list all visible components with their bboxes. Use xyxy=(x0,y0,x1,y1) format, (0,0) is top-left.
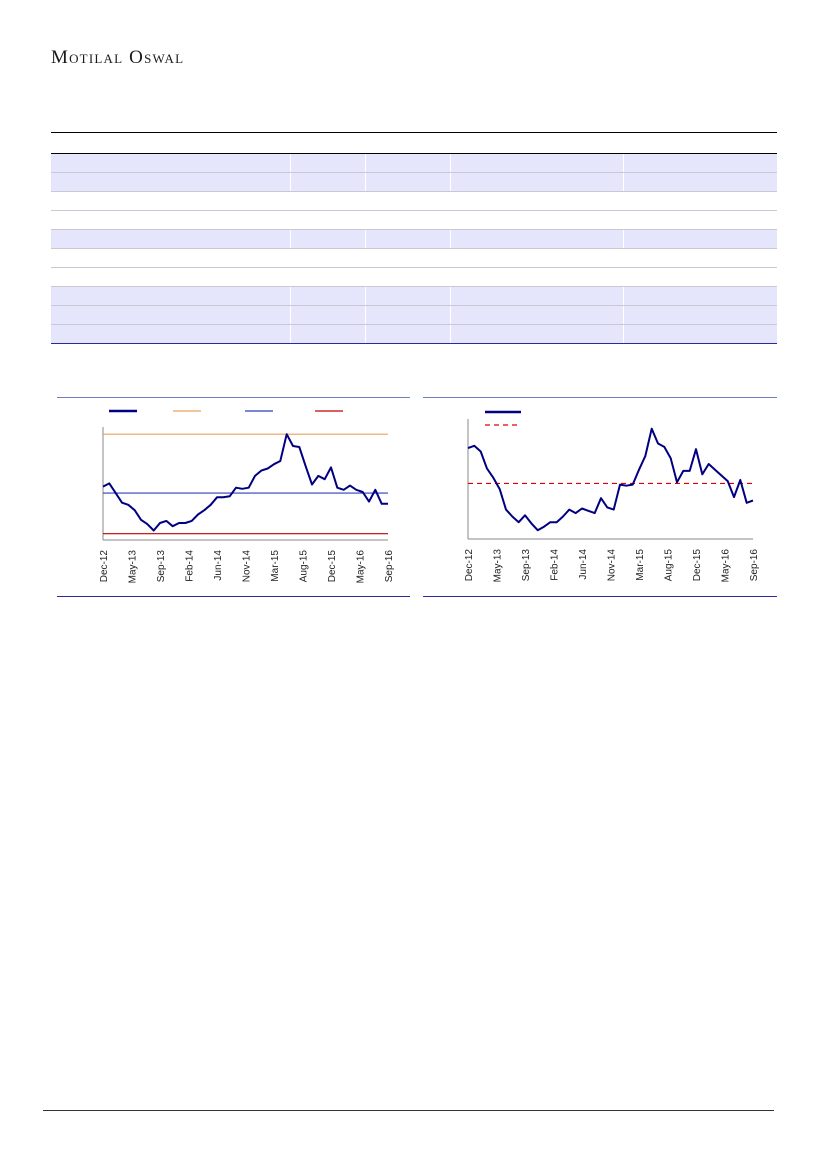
column-separator xyxy=(623,133,624,153)
column-separator xyxy=(450,133,451,153)
x-tick-label: Aug-15 xyxy=(299,550,310,583)
x-tick-label: Sep-16 xyxy=(749,549,760,582)
column-separator xyxy=(365,192,366,210)
chart-left: Dec-12 May-13 Sep-13 Feb-14 Jun-14 Nov-14 Mar-… xyxy=(99,409,395,584)
chart-panel-left: Dec-12 May-13 Sep-13 Feb-14 Jun-14 Nov-14 Mar-… xyxy=(57,397,410,597)
table-row xyxy=(51,325,777,344)
chart-top-rule xyxy=(423,397,777,398)
table-row xyxy=(51,173,777,192)
column-separator xyxy=(290,154,291,172)
column-separator xyxy=(450,173,451,191)
column-separator xyxy=(450,306,451,324)
table-row xyxy=(51,154,777,173)
column-separator xyxy=(623,211,624,229)
column-separator xyxy=(450,268,451,286)
column-separator xyxy=(365,287,366,305)
x-tick-label: May-16 xyxy=(356,550,367,584)
column-separator xyxy=(290,325,291,343)
x-tick-label: May-13 xyxy=(493,549,504,583)
column-separator xyxy=(623,230,624,248)
table-row xyxy=(51,306,777,325)
column-separator xyxy=(365,306,366,324)
column-separator xyxy=(365,154,366,172)
x-tick-label: Jun-14 xyxy=(213,550,224,581)
x-tick-label: Aug-15 xyxy=(664,549,675,582)
column-separator xyxy=(450,287,451,305)
chart-right: Dec-12 May-13 Sep-13 Feb-14 Jun-14 Nov-14 Mar-… xyxy=(464,410,760,583)
table-top-rule xyxy=(51,132,777,133)
column-separator xyxy=(623,268,624,286)
column-separator xyxy=(450,154,451,172)
column-separator xyxy=(290,230,291,248)
column-separator xyxy=(365,249,366,267)
column-separator xyxy=(290,133,291,153)
chart-bottom-rule xyxy=(423,596,777,597)
column-separator xyxy=(623,249,624,267)
column-separator xyxy=(365,133,366,153)
column-separator xyxy=(290,249,291,267)
chart-bottom-rule xyxy=(57,596,410,597)
column-separator xyxy=(450,230,451,248)
x-tick-label: May-13 xyxy=(128,550,139,584)
column-separator xyxy=(623,173,624,191)
x-tick-label: Dec-15 xyxy=(327,550,338,583)
column-separator xyxy=(290,287,291,305)
table-row xyxy=(51,192,777,211)
x-tick-label: Dec-15 xyxy=(692,549,703,582)
table-row xyxy=(51,230,777,249)
series-line xyxy=(102,433,388,532)
column-separator xyxy=(365,230,366,248)
column-separator xyxy=(290,306,291,324)
column-separator xyxy=(623,192,624,210)
column-separator xyxy=(450,249,451,267)
chart-top-rule xyxy=(57,397,410,398)
x-tick-label: Feb-14 xyxy=(185,550,196,582)
x-tick-label: May-16 xyxy=(721,549,732,583)
x-tick-label: Feb-14 xyxy=(550,549,561,581)
table-header-row xyxy=(51,133,777,154)
chart-panel-right: Dec-12 May-13 Sep-13 Feb-14 Jun-14 Nov-14 Mar-… xyxy=(423,397,777,597)
column-separator xyxy=(365,325,366,343)
column-separator xyxy=(623,306,624,324)
column-separator xyxy=(365,268,366,286)
table-row xyxy=(51,287,777,306)
column-separator xyxy=(290,173,291,191)
footer-rule xyxy=(43,1110,774,1111)
x-tick-label: Mar-15 xyxy=(635,549,646,581)
x-tick-label: Sep-13 xyxy=(156,550,167,583)
column-separator xyxy=(290,192,291,210)
table-row xyxy=(51,268,777,287)
x-tick-label: Nov-14 xyxy=(242,550,253,583)
column-separator xyxy=(450,325,451,343)
series-line xyxy=(467,427,754,532)
column-separator xyxy=(450,192,451,210)
table-row xyxy=(51,211,777,230)
x-tick-label: Jun-14 xyxy=(578,549,589,580)
column-separator xyxy=(623,287,624,305)
column-separator xyxy=(290,268,291,286)
data-table xyxy=(51,132,777,344)
table-body xyxy=(51,154,777,344)
brand-logo: Motilal Oswal xyxy=(51,47,185,68)
table-row xyxy=(51,249,777,268)
column-separator xyxy=(365,211,366,229)
column-separator xyxy=(623,154,624,172)
x-tick-label: Mar-15 xyxy=(270,550,281,582)
x-tick-label: Dec-12 xyxy=(464,549,475,582)
column-separator xyxy=(290,211,291,229)
x-tick-label: Sep-16 xyxy=(384,550,395,583)
column-separator xyxy=(450,211,451,229)
x-tick-label: Dec-12 xyxy=(99,550,110,583)
column-separator xyxy=(365,173,366,191)
column-separator xyxy=(623,325,624,343)
x-tick-label: Sep-13 xyxy=(521,549,532,582)
x-tick-label: Nov-14 xyxy=(607,549,618,582)
